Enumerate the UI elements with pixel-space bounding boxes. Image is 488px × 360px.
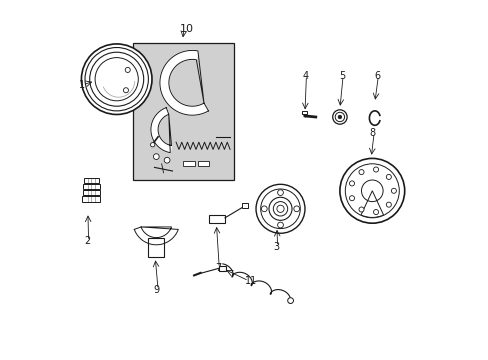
- Bar: [133, 43, 233, 180]
- Circle shape: [287, 298, 293, 303]
- Circle shape: [339, 158, 404, 223]
- Circle shape: [373, 167, 378, 172]
- Circle shape: [332, 110, 346, 124]
- Bar: [82, 190, 100, 195]
- Circle shape: [358, 170, 363, 175]
- Bar: [209, 215, 224, 223]
- Circle shape: [349, 196, 354, 201]
- Circle shape: [277, 190, 283, 195]
- Circle shape: [153, 154, 159, 159]
- Text: 6: 6: [373, 71, 380, 81]
- Circle shape: [150, 143, 155, 147]
- Text: 3: 3: [273, 242, 279, 252]
- Circle shape: [81, 44, 152, 114]
- Circle shape: [386, 202, 390, 207]
- Bar: [219, 266, 225, 271]
- Bar: [83, 184, 100, 189]
- Polygon shape: [151, 108, 171, 153]
- Bar: [197, 161, 209, 166]
- Bar: [83, 178, 99, 183]
- Text: 2: 2: [84, 236, 90, 246]
- Bar: [302, 111, 306, 114]
- Circle shape: [349, 181, 354, 186]
- Text: 8: 8: [369, 128, 375, 138]
- Circle shape: [390, 188, 396, 193]
- Circle shape: [123, 88, 128, 93]
- Circle shape: [125, 67, 130, 72]
- Circle shape: [337, 115, 341, 119]
- Text: 4: 4: [302, 71, 307, 81]
- Text: 1: 1: [79, 80, 85, 90]
- Bar: [148, 238, 164, 257]
- Circle shape: [276, 205, 284, 212]
- Polygon shape: [134, 227, 178, 245]
- Circle shape: [373, 210, 378, 215]
- Circle shape: [164, 157, 170, 163]
- Bar: [183, 161, 194, 166]
- Text: 10: 10: [179, 24, 193, 34]
- Text: 11: 11: [244, 276, 256, 286]
- Text: 5: 5: [338, 71, 345, 81]
- Bar: [82, 196, 101, 202]
- Bar: [241, 203, 247, 208]
- Circle shape: [386, 174, 390, 179]
- Circle shape: [268, 197, 291, 220]
- Text: 7: 7: [215, 263, 221, 273]
- Polygon shape: [160, 50, 208, 115]
- Text: 9: 9: [153, 285, 160, 295]
- Circle shape: [358, 207, 363, 212]
- Circle shape: [256, 184, 305, 233]
- Circle shape: [261, 206, 266, 212]
- Wedge shape: [360, 191, 383, 217]
- Circle shape: [293, 206, 299, 212]
- Circle shape: [277, 222, 283, 228]
